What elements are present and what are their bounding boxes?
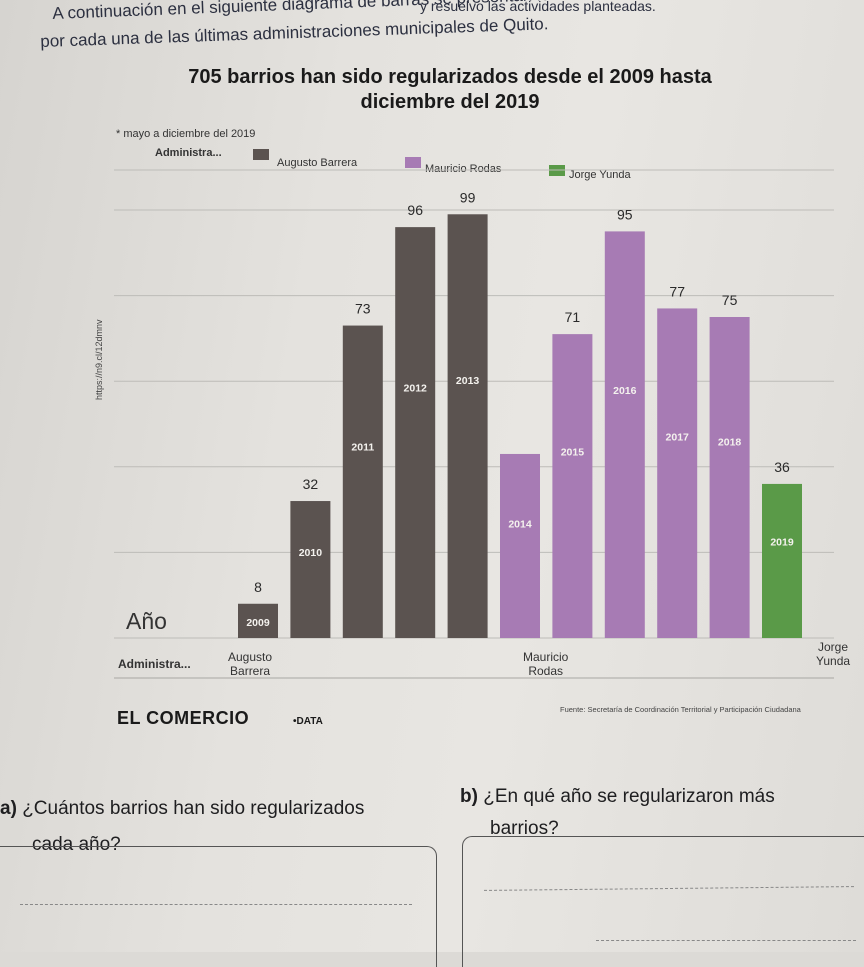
bar-2012 bbox=[395, 227, 436, 638]
group-label-yunda: Jorge Yunda bbox=[816, 640, 850, 668]
group-label-barrera-line2: Barrera bbox=[230, 664, 271, 678]
group-label-barrera: Augusto Barrera bbox=[228, 650, 272, 678]
group-label-rodas-line1: Mauricio bbox=[523, 650, 569, 664]
question-a-line-1: ¿Cuántos barrios han sido regularizados bbox=[22, 798, 365, 819]
year-label-2017: 2017 bbox=[666, 431, 690, 443]
year-label-2012: 2012 bbox=[404, 382, 428, 394]
bar-2018 bbox=[709, 317, 750, 638]
bar-2016 bbox=[604, 231, 645, 638]
question-a: a) ¿Cuántos barrios han sido regularizad… bbox=[0, 798, 364, 820]
legend-swatch-rodas bbox=[405, 157, 421, 168]
group-label-rodas-line2: Rodas bbox=[528, 664, 564, 678]
year-label-2011: 2011 bbox=[351, 442, 374, 454]
answer-line-a bbox=[20, 904, 412, 905]
bar-2015 bbox=[552, 334, 593, 638]
answer-box-b[interactable] bbox=[462, 836, 864, 967]
question-b-line-1: ¿En qué año se regularizaron más bbox=[483, 786, 775, 807]
bar-chart: 8 2009 32 2010 73 2011 96 2012 99 2013 2014 71 2015 9… bbox=[114, 169, 834, 679]
year-label-2018: 2018 bbox=[718, 436, 742, 448]
year-label-2013: 2013 bbox=[456, 375, 480, 387]
legend-label: Administra... bbox=[155, 147, 222, 159]
legend-item-barrera: Augusto Barrera bbox=[277, 157, 358, 169]
bar-2011 bbox=[342, 325, 383, 638]
value-label-2011: 73 bbox=[355, 301, 371, 317]
value-label-2017: 77 bbox=[669, 283, 685, 299]
legend-item-rodas: Mauricio Rodas bbox=[425, 163, 502, 175]
year-label-2014: 2014 bbox=[508, 519, 532, 531]
legend-item-yunda: Jorge Yunda bbox=[569, 169, 631, 181]
year-label-2019: 2019 bbox=[770, 537, 794, 549]
brand-sub-logo: •DATA bbox=[293, 716, 323, 727]
value-label-2016: 95 bbox=[617, 206, 633, 222]
data-source-note: Fuente: Secretaría de Coordinación Terri… bbox=[560, 705, 801, 714]
intro-top-fragment: y resuelvo las actividades planteadas. bbox=[420, 0, 656, 14]
question-b: b) ¿En qué año se regularizaron más bbox=[460, 786, 775, 808]
chart-subtitle: * mayo a diciembre del 2019 bbox=[116, 128, 256, 140]
answer-box-a[interactable] bbox=[0, 846, 437, 967]
answer-line-b2 bbox=[596, 940, 856, 941]
bar-2017 bbox=[657, 308, 698, 638]
source-url: https://n9.cl/12dmnv bbox=[94, 319, 104, 400]
question-a-marker: a) bbox=[0, 798, 17, 819]
question-a-line-2: cada año? bbox=[32, 834, 121, 855]
legend-swatch-barrera bbox=[253, 149, 269, 160]
admin-axis-label: Administra... bbox=[118, 657, 191, 671]
year-axis-label: Año bbox=[126, 608, 167, 634]
value-label-2010: 32 bbox=[303, 476, 319, 492]
brand-logo: EL COMERCIO bbox=[117, 708, 250, 728]
value-label-2013: 99 bbox=[460, 189, 476, 205]
group-label-rodas: Mauricio Rodas bbox=[523, 650, 568, 678]
bar-2013 bbox=[447, 214, 488, 638]
value-label-2019: 36 bbox=[774, 459, 790, 475]
group-label-yunda-line1: Jorge bbox=[818, 640, 849, 654]
value-label-2009: 8 bbox=[254, 579, 262, 595]
bar-2019 bbox=[762, 483, 802, 638]
group-label-barrera-line1: Augusto bbox=[228, 650, 273, 664]
bar-2009 bbox=[238, 603, 278, 638]
group-label-yunda-line2: Yunda bbox=[816, 654, 851, 668]
question-b-line-2: barrios? bbox=[490, 818, 559, 839]
value-label-2015: 71 bbox=[565, 309, 581, 325]
bar-2010 bbox=[290, 501, 331, 638]
year-label-2009: 2009 bbox=[246, 617, 270, 629]
year-label-2015: 2015 bbox=[561, 447, 585, 459]
question-b-marker: b) bbox=[460, 786, 478, 807]
chart-title-line-1: 705 barrios han sido regularizados desde… bbox=[188, 66, 712, 88]
value-label-2012: 96 bbox=[407, 202, 423, 218]
year-label-2010: 2010 bbox=[299, 547, 323, 559]
value-label-2018: 75 bbox=[722, 292, 738, 308]
year-label-2016: 2016 bbox=[613, 385, 637, 397]
bar-2014 bbox=[500, 453, 540, 638]
chart-title-line-2: diciembre del 2019 bbox=[360, 91, 540, 113]
